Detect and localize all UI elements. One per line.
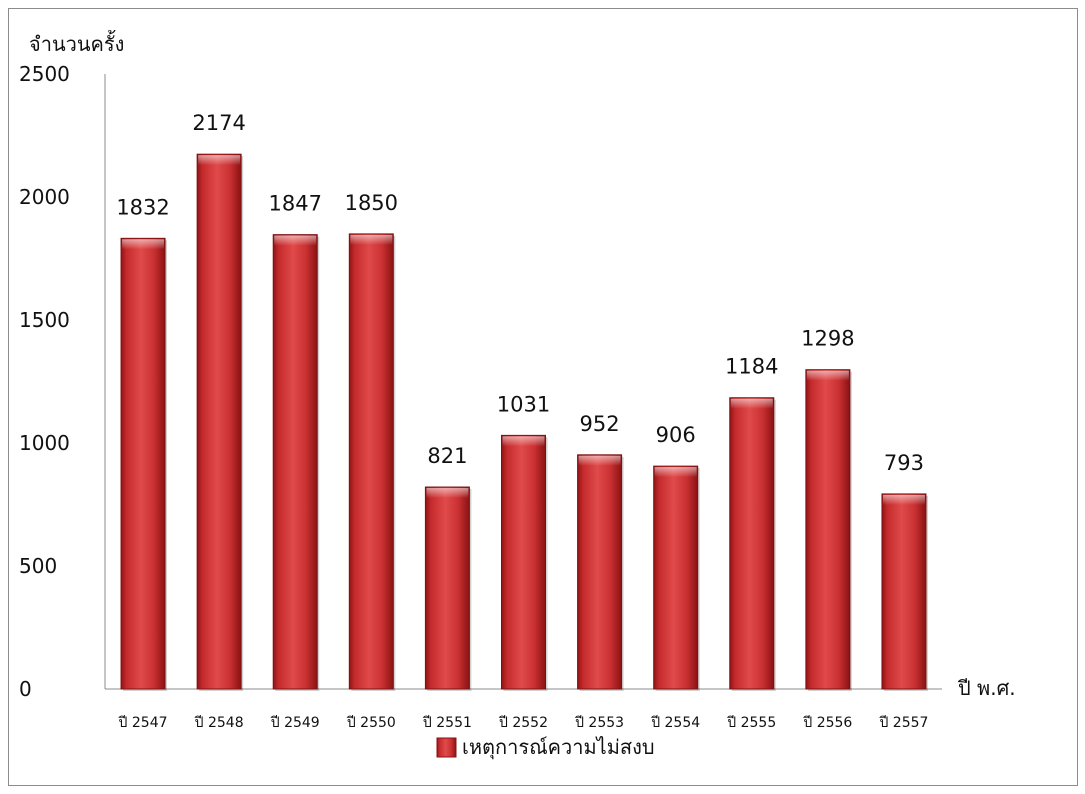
data-label: 1184 — [725, 355, 778, 379]
x-tick-label: ปี 2554 — [651, 715, 701, 731]
bar — [348, 233, 396, 691]
x-tick-label: ปี 2555 — [727, 715, 776, 731]
x-tick-label: ปี 2552 — [499, 715, 548, 731]
bar-highlight — [350, 234, 393, 245]
bar-highlight — [654, 467, 697, 478]
bar — [653, 465, 700, 691]
x-tick-label: ปี 2547 — [118, 715, 167, 731]
bar — [729, 397, 776, 691]
bar — [424, 486, 472, 691]
chart-frame: จำนวนครั้ง ปี พ.ศ. 0 500 1000 1500 2000 2500 … — [8, 8, 1078, 786]
bar-highlight — [502, 436, 545, 447]
x-axis-title: ปี พ.ศ. — [958, 676, 1016, 700]
x-tick-label: ปี 2556 — [803, 715, 853, 731]
bar-highlight — [806, 370, 849, 381]
bar-body — [501, 434, 546, 690]
x-tick-label: ปี 2557 — [879, 715, 928, 731]
y-tick-label: 2500 — [19, 62, 70, 86]
bar-body — [348, 233, 394, 690]
y-tick-label: 1500 — [19, 308, 70, 332]
bar-highlight — [730, 398, 773, 409]
bar-highlight — [578, 455, 621, 466]
bar — [272, 234, 320, 691]
y-tick-label: 2000 — [19, 185, 70, 209]
legend: เหตุการณ์ความไม่สงบ — [436, 735, 655, 760]
bar-highlight — [274, 235, 317, 246]
legend-swatch — [436, 737, 457, 758]
bar-body — [424, 486, 470, 690]
data-label: 1298 — [801, 327, 854, 351]
bar-highlight — [122, 239, 165, 250]
bar — [805, 369, 852, 691]
bar-body — [881, 493, 927, 690]
legend-label: เหตุการณ์ความไม่สงบ — [462, 735, 655, 760]
data-label: 821 — [427, 444, 467, 468]
bar — [881, 493, 928, 691]
bar — [501, 434, 548, 691]
bar-highlight — [882, 494, 925, 505]
y-axis-title: จำนวนครั้ง — [29, 30, 124, 56]
data-label: 2174 — [192, 111, 245, 135]
data-label: 952 — [580, 412, 620, 436]
bar-body — [653, 465, 699, 690]
bar-body — [272, 234, 318, 690]
x-tick-label: ปี 2553 — [575, 715, 624, 731]
x-tick-label: ปี 2550 — [346, 715, 395, 731]
data-label: 1850 — [345, 191, 398, 215]
x-tick-label: ปี 2551 — [422, 715, 471, 731]
bar-highlight — [426, 488, 469, 499]
bar — [196, 153, 244, 692]
bar-body — [729, 397, 775, 690]
x-tick-label: ปี 2548 — [194, 715, 243, 731]
bar-body — [120, 237, 166, 690]
data-label: 1847 — [269, 192, 322, 216]
x-tick-label: ปี 2549 — [270, 715, 319, 731]
bar-highlight — [198, 155, 241, 166]
y-tick-label: 500 — [19, 554, 57, 578]
bar-body — [577, 454, 623, 690]
bar-body — [196, 153, 242, 690]
y-tick-label: 0 — [19, 677, 32, 701]
data-label: 1031 — [497, 392, 550, 416]
data-label: 793 — [884, 451, 924, 475]
y-tick-label: 1000 — [19, 431, 70, 455]
bar-chart: จำนวนครั้ง ปี พ.ศ. 05001000150020002500 … — [19, 30, 1016, 760]
bar — [577, 454, 624, 691]
data-label: 1832 — [116, 195, 169, 219]
bar-body — [805, 369, 851, 690]
bar — [120, 237, 168, 691]
data-label: 906 — [656, 423, 696, 447]
